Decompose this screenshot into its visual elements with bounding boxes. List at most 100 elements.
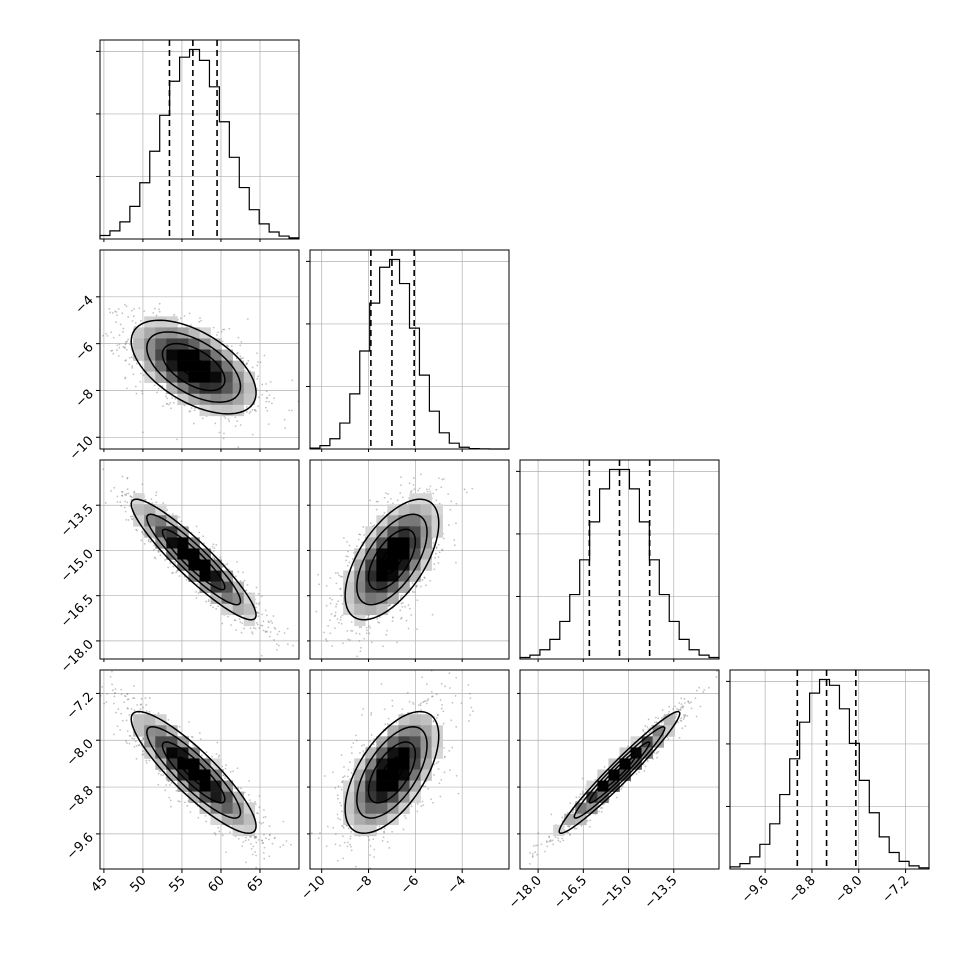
sample-point	[238, 618, 241, 620]
sample-point	[115, 321, 117, 324]
sample-point	[549, 840, 552, 843]
sample-point	[201, 417, 204, 420]
sample-point	[600, 807, 602, 810]
sample-point	[339, 587, 342, 590]
sample-point	[325, 845, 328, 848]
sample-point	[250, 835, 252, 838]
sample-point	[392, 616, 394, 619]
sample-point	[265, 383, 267, 385]
density-cell	[133, 725, 145, 737]
y-tick-label: −10	[67, 434, 97, 464]
sample-point	[350, 752, 353, 755]
sample-point	[123, 347, 126, 350]
sample-point	[349, 778, 352, 781]
sample-point	[261, 383, 264, 386]
sample-point	[142, 738, 145, 740]
sample-point	[265, 630, 267, 633]
sample-point	[531, 856, 534, 858]
sample-point	[453, 539, 456, 541]
sample-point	[217, 826, 220, 829]
sample-point	[347, 841, 349, 844]
sample-point	[262, 620, 265, 623]
sample-point	[341, 780, 343, 783]
sample-point	[174, 397, 177, 400]
density-cell	[188, 349, 200, 361]
density-cell	[188, 393, 200, 406]
sample-point	[291, 379, 294, 382]
sample-point	[440, 778, 443, 781]
sample-point	[444, 685, 446, 688]
sample-point	[435, 762, 438, 765]
sample-point	[433, 774, 435, 776]
sample-point	[145, 703, 148, 706]
sample-point	[400, 602, 403, 605]
sample-point	[355, 632, 358, 635]
sample-point	[211, 545, 214, 548]
sample-point	[418, 487, 421, 490]
density-cell	[398, 581, 410, 593]
density-cell	[221, 581, 233, 593]
sample-point	[175, 789, 178, 792]
sample-point	[336, 794, 339, 797]
sample-point	[424, 700, 427, 703]
density-cell	[354, 802, 366, 815]
sample-point	[423, 700, 426, 703]
sample-point	[721, 658, 723, 660]
sample-point	[326, 825, 329, 828]
sample-point	[597, 803, 600, 806]
sample-point	[396, 641, 398, 644]
sample-point	[420, 709, 422, 711]
density-cell	[387, 791, 399, 803]
sample-point	[145, 710, 148, 713]
density-cell	[365, 747, 377, 759]
y-tick-label: −6	[73, 340, 97, 364]
sample-point	[415, 585, 418, 588]
sample-point	[330, 613, 333, 616]
sample-point	[349, 638, 351, 641]
sample-point	[253, 409, 256, 411]
sample-point	[423, 577, 426, 579]
histogram-1	[309, 258, 510, 450]
sample-point	[600, 811, 603, 813]
sample-point	[325, 638, 327, 641]
density-cell	[343, 791, 355, 803]
sample-point	[405, 619, 408, 622]
density-cell	[166, 537, 178, 549]
sample-point	[431, 613, 434, 616]
sample-point	[254, 836, 257, 839]
sample-point	[657, 750, 660, 753]
sample-point	[422, 804, 425, 807]
sample-point	[341, 835, 344, 838]
sample-point	[678, 736, 681, 739]
sample-point	[383, 511, 386, 514]
sample-point	[145, 759, 148, 762]
sample-point	[376, 500, 379, 503]
sample-point	[715, 676, 718, 678]
sample-point	[325, 584, 328, 587]
sample-point	[185, 579, 188, 581]
sample-point	[582, 796, 585, 799]
sample-point	[258, 627, 261, 629]
density-cell	[343, 603, 355, 616]
density-cell	[144, 338, 156, 350]
sample-point	[140, 372, 142, 375]
sample-point	[153, 537, 156, 540]
sample-point	[126, 742, 128, 745]
sample-point	[162, 405, 164, 407]
x-tick-label: −9.6	[739, 873, 772, 906]
sample-point	[125, 492, 128, 495]
sample-point	[126, 693, 129, 695]
sample-point	[433, 568, 436, 571]
sample-point	[162, 502, 165, 504]
sample-point	[273, 837, 276, 839]
sample-point	[621, 785, 624, 788]
sample-point	[667, 738, 670, 741]
sample-point	[273, 397, 276, 400]
sample-point	[674, 716, 677, 719]
sample-point	[230, 345, 233, 348]
sample-point	[362, 708, 365, 710]
sample-point	[347, 827, 350, 830]
sample-point	[339, 575, 342, 578]
sample-point	[123, 506, 126, 509]
density-cell	[243, 382, 256, 395]
